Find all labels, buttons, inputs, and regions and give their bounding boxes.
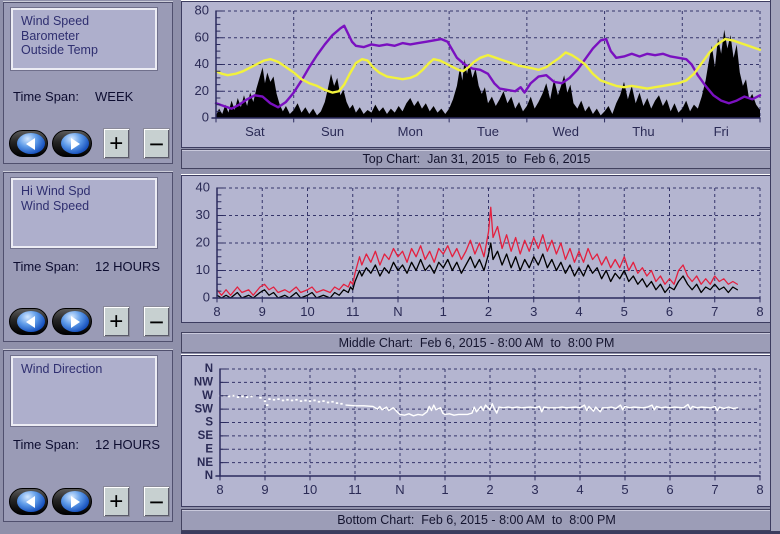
series-listbox[interactable]: Wind Direction: [10, 355, 158, 427]
window-bottom-edge: [181, 531, 780, 534]
series-item[interactable]: Wind Speed: [21, 198, 90, 213]
caption-text: Bottom Chart: Feb 6, 2015 - 8:00 AM to 8…: [337, 513, 616, 527]
time-span-row: Time Span: 12 HOURS: [13, 259, 160, 274]
nav-button-row: + −: [9, 128, 170, 159]
zoom-in-button[interactable]: +: [102, 486, 130, 517]
right-arrow-icon: [60, 311, 89, 332]
control-panel-middle-chart: Hi Wind Spd Wind Speed Time Span: 12 HOUR…: [3, 172, 173, 342]
bottom-chart-plot: [182, 356, 771, 508]
series-item[interactable]: Wind Direction: [21, 362, 103, 376]
bottom-chart-panel: [181, 355, 772, 508]
left-arrow-icon: [17, 311, 46, 332]
right-arrow-icon: [60, 133, 89, 154]
zoom-out-button[interactable]: −: [142, 306, 170, 337]
series-item[interactable]: Hi Wind Spd: [21, 184, 91, 198]
time-span-row: Time Span: WEEK: [13, 89, 133, 104]
top-chart-panel: [181, 1, 772, 148]
middle-chart-caption: Middle Chart: Feb 6, 2015 - 8:00 AM to 8…: [181, 332, 772, 353]
control-panel-bottom-chart: Wind Direction Time Span: 12 HOURS + −: [3, 350, 173, 522]
zoom-in-button[interactable]: +: [102, 306, 130, 337]
top-chart-caption: Top Chart: Jan 31, 2015 to Feb 6, 2015: [181, 149, 772, 169]
right-arrow-icon: [60, 491, 89, 512]
time-span-value: 12 HOURS: [95, 259, 161, 274]
scroll-right-button[interactable]: [52, 488, 92, 515]
time-span-label: Time Span:: [13, 89, 79, 104]
nav-button-row: + −: [9, 306, 170, 337]
series-item[interactable]: Barometer: [21, 28, 80, 43]
control-panel-top-chart: Wind Speed Barometer Outside Temp Time S…: [3, 2, 173, 164]
series-item[interactable]: Outside Temp: [21, 43, 98, 57]
time-span-label: Time Span:: [13, 259, 79, 274]
time-span-label: Time Span:: [13, 437, 79, 452]
caption-text: Top Chart: Jan 31, 2015 to Feb 6, 2015: [362, 152, 591, 166]
left-arrow-icon: [17, 491, 46, 512]
window-right-gutter: [770, 0, 780, 534]
series-listbox[interactable]: Hi Wind Spd Wind Speed: [10, 177, 158, 249]
caption-text: Middle Chart: Feb 6, 2015 - 8:00 AM to 8…: [338, 335, 615, 350]
top-chart-plot: [182, 2, 771, 147]
time-span-value: 12 HOURS: [95, 437, 161, 452]
left-arrow-icon: [17, 133, 46, 154]
scroll-right-button[interactable]: [52, 130, 92, 157]
bottom-chart-caption: Bottom Chart: Feb 6, 2015 - 8:00 AM to 8…: [181, 509, 772, 531]
scroll-left-button[interactable]: [9, 308, 49, 335]
scroll-left-button[interactable]: [9, 130, 49, 157]
middle-chart-panel: [181, 175, 772, 323]
nav-button-row: + −: [9, 486, 170, 517]
time-span-value: WEEK: [95, 89, 134, 104]
series-listbox[interactable]: Wind Speed Barometer Outside Temp: [10, 7, 158, 71]
zoom-in-button[interactable]: +: [102, 128, 130, 159]
zoom-out-button[interactable]: −: [142, 128, 170, 159]
middle-chart-plot: [182, 176, 771, 322]
zoom-out-button[interactable]: −: [142, 486, 170, 517]
scroll-right-button[interactable]: [52, 308, 92, 335]
series-item[interactable]: Wind Speed: [21, 14, 90, 28]
scroll-left-button[interactable]: [9, 488, 49, 515]
time-span-row: Time Span: 12 HOURS: [13, 437, 160, 452]
